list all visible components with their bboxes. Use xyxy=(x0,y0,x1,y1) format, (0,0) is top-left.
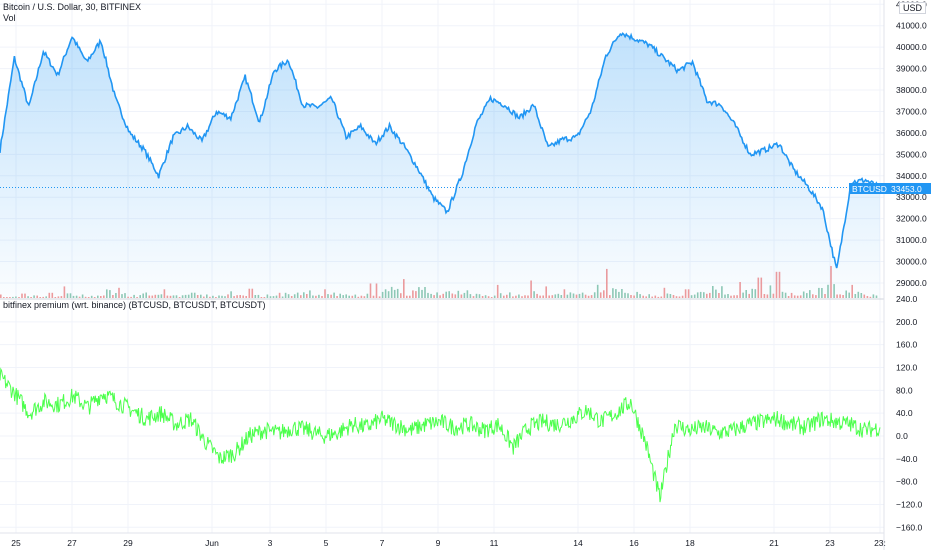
time-tick-label: 18 xyxy=(685,538,695,548)
time-tick-label: 23 xyxy=(825,538,835,548)
indicator-title: bitfinex premium (wrt. binance) (BTCUSD,… xyxy=(3,300,266,310)
time-tick-label: 27 xyxy=(67,538,77,548)
time-tick-label: 9 xyxy=(436,538,441,548)
premium-tick-label: −120.0 xyxy=(896,500,923,510)
price-tick-label: 29000.0 xyxy=(896,278,927,288)
premium-axis: 240.0 200.0 160.0 120.0 80.0 40.0 0.0 −40.0 −80.… xyxy=(896,294,923,532)
premium-tick-label: 240.0 xyxy=(896,294,918,304)
price-tick-label: 30000.0 xyxy=(896,257,927,267)
price-tick-label: 33000.0 xyxy=(896,192,927,202)
last-price-tag xyxy=(849,183,931,194)
premium-tick-label: 40.0 xyxy=(896,408,913,418)
price-tick-label: 41000.0 xyxy=(896,21,927,31)
chart-title: Bitcoin / U.S. Dollar, 30, BITFINEX xyxy=(3,2,142,12)
premium-tick-label: 120.0 xyxy=(896,363,918,373)
price-line xyxy=(0,32,881,269)
time-tick-label: 3 xyxy=(268,538,273,548)
time-tick-label: 7 xyxy=(380,538,385,548)
time-tick-label: 16 xyxy=(629,538,639,548)
price-tick-label: 37000.0 xyxy=(896,107,927,117)
premium-tick-label: 80.0 xyxy=(896,385,913,395)
price-tick-label: 31000.0 xyxy=(896,235,927,245)
premium-tick-label: 160.0 xyxy=(896,340,918,350)
time-tick-label: 5 xyxy=(324,538,329,548)
price-area-fill xyxy=(0,33,880,299)
price-tick-label: 38000.0 xyxy=(896,85,927,95)
premium-line xyxy=(0,367,881,503)
premium-tick-label: 0.0 xyxy=(896,431,908,441)
time-tick-label: 11 xyxy=(490,538,499,548)
premium-tick-label: 200.0 xyxy=(896,317,918,327)
time-tick-label: Jun xyxy=(205,538,219,548)
price-tick-label: 35000.0 xyxy=(896,149,927,159)
price-tick-label: 36000.0 xyxy=(896,128,927,138)
premium-tick-label: −80.0 xyxy=(896,477,918,487)
price-tick-label: 39000.0 xyxy=(896,64,927,74)
last-price-value: 33453.0 xyxy=(891,184,922,194)
volume-label: Vol xyxy=(3,13,16,23)
time-tick-label: 14 xyxy=(573,538,583,548)
premium-tick-label: −40.0 xyxy=(896,454,918,464)
time-tick-label: 29 xyxy=(123,538,133,548)
price-tick-label: 32000.0 xyxy=(896,214,927,224)
price-tick-label: 40000.0 xyxy=(896,42,927,52)
last-price-symbol: BTCUSD xyxy=(852,184,887,194)
time-tick-label: 25 xyxy=(11,538,21,548)
premium-tick-label: −160.0 xyxy=(896,522,923,532)
time-tick-label: 21 xyxy=(769,538,779,548)
time-axis: 25 27 29 Jun 3 5 7 9 11 14 16 18 21 23 23: xyxy=(11,538,886,548)
price-tick-label: 34000.0 xyxy=(896,171,927,181)
price-axis: 29000.0 30000.0 31000.0 32000.0 33000.0 34000… xyxy=(896,0,927,288)
time-tick-label: 23: xyxy=(874,538,886,548)
currency-button[interactable]: USD xyxy=(899,2,927,14)
